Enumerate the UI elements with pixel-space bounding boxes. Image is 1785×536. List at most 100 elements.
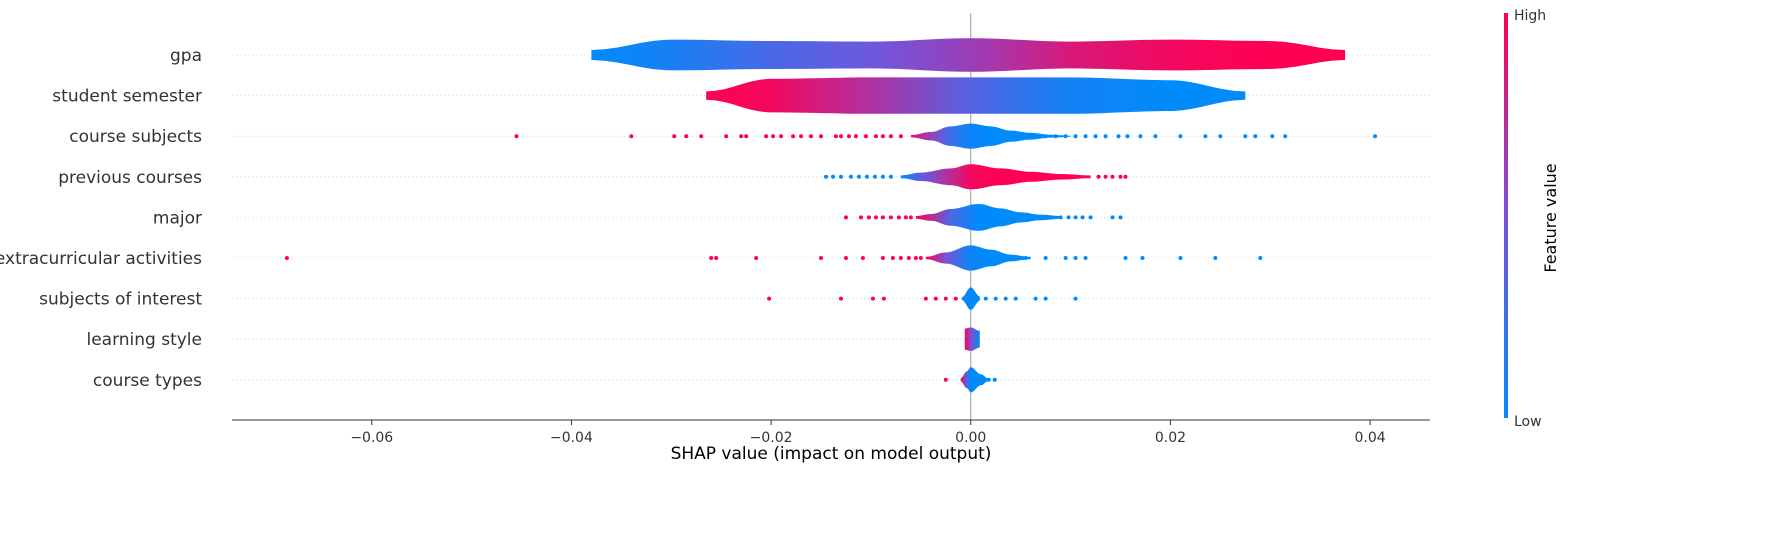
point-course-subjects-15 (833, 134, 838, 139)
feature-label-learning-style: learning style (86, 330, 202, 350)
point-major-1 (858, 215, 863, 220)
point-extracurricular-activities-16 (1073, 256, 1078, 260)
point-major-7 (903, 215, 908, 220)
point-course-subjects-9 (771, 134, 776, 139)
point-course-subjects-23 (898, 134, 903, 139)
point-course-subjects-33 (1138, 134, 1143, 139)
feature-label-extracurricular-activities: extracurricular activities (0, 249, 202, 269)
point-previous-courses-7 (880, 174, 885, 179)
x-ticks: −0.06 −0.04 −0.02 0.00 0.02 0.04 (350, 420, 1386, 446)
point-course-subjects-41 (1283, 134, 1288, 139)
point-major-14 (1110, 215, 1115, 220)
point-course-subjects-29 (1093, 134, 1098, 139)
point-course-subjects-13 (809, 134, 814, 139)
x-tick-label: 0.04 (1355, 430, 1386, 446)
point-extracurricular-activities-9 (898, 256, 903, 260)
point-extracurricular-activities-19 (1140, 256, 1145, 260)
point-major-15 (1118, 215, 1123, 220)
point-extracurricular-activities-21 (1213, 256, 1218, 260)
point-extracurricular-activities-4 (819, 256, 824, 260)
x-tick-label: 0.00 (955, 430, 986, 446)
point-course-subjects-6 (739, 134, 744, 139)
violin-course-types (960, 367, 989, 393)
point-course-subjects-17 (846, 134, 851, 139)
point-course-subjects-36 (1203, 134, 1208, 139)
point-subjects-of-interest-4 (923, 296, 928, 301)
point-previous-courses-9 (1096, 174, 1101, 179)
point-major-0 (843, 215, 848, 220)
point-extracurricular-activities-1 (709, 256, 714, 260)
point-major-11 (1073, 215, 1078, 220)
point-previous-courses-11 (1110, 174, 1115, 179)
point-major-10 (1066, 215, 1071, 220)
point-course-types-2 (992, 377, 997, 382)
violin-student-semester (706, 77, 1246, 114)
x-tick-label: 0.02 (1155, 430, 1186, 446)
point-course-subjects-32 (1125, 134, 1130, 139)
point-extracurricular-activities-13 (1023, 256, 1028, 260)
colorbar-low-label: Low (1514, 414, 1542, 430)
point-major-9 (1058, 215, 1063, 220)
point-course-subjects-26 (1063, 134, 1068, 139)
point-previous-courses-5 (864, 174, 869, 179)
point-extracurricular-activities-11 (913, 256, 918, 260)
colorbar-title: Feature value (1541, 163, 1560, 272)
violin-previous-courses (900, 164, 1091, 190)
point-course-types-1 (986, 377, 991, 382)
feature-label-previous-courses: previous courses (58, 168, 202, 188)
feature-label-subjects-of-interest: subjects of interest (39, 290, 202, 310)
feature-labels: gpa student semester course subjects previo… (0, 46, 202, 391)
point-subjects-of-interest-0 (767, 296, 772, 301)
point-course-subjects-14 (819, 134, 824, 139)
point-previous-courses-6 (872, 174, 877, 179)
points-layer (284, 134, 1378, 382)
point-previous-courses-10 (1103, 174, 1108, 179)
point-course-subjects-25 (1053, 134, 1058, 139)
x-axis: −0.06 −0.04 −0.02 0.00 0.02 0.04 SHAP value (… (232, 419, 1430, 464)
feature-label-course-subjects: course subjects (69, 127, 202, 147)
point-course-subjects-28 (1083, 134, 1088, 139)
point-major-8 (908, 215, 913, 220)
x-axis-title: SHAP value (impact on model output) (671, 444, 992, 464)
point-course-subjects-27 (1073, 134, 1078, 139)
point-extracurricular-activities-18 (1123, 256, 1128, 260)
violin-gpa (591, 38, 1346, 72)
point-previous-courses-1 (830, 174, 835, 179)
x-tick-label: −0.02 (750, 430, 793, 446)
point-major-3 (873, 215, 878, 220)
violin-course-subjects (910, 123, 1071, 149)
point-course-subjects-31 (1116, 134, 1121, 139)
point-previous-courses-13 (1123, 174, 1128, 179)
feature-label-major: major (153, 208, 202, 228)
point-subjects-of-interest-11 (1013, 296, 1018, 301)
point-course-subjects-7 (744, 134, 749, 139)
feature-label-student-semester: student semester (52, 87, 202, 107)
point-course-subjects-11 (791, 134, 796, 139)
point-extracurricular-activities-6 (860, 256, 865, 260)
point-course-subjects-38 (1243, 134, 1248, 139)
point-course-subjects-39 (1253, 134, 1258, 139)
point-extracurricular-activities-8 (890, 256, 895, 260)
violin-layer (591, 38, 1346, 393)
point-major-5 (888, 215, 893, 220)
point-course-subjects-19 (863, 134, 868, 139)
point-subjects-of-interest-13 (1043, 296, 1048, 301)
violin-extracurricular-activities (925, 245, 1031, 271)
point-course-subjects-12 (799, 134, 804, 139)
point-course-subjects-34 (1153, 134, 1158, 139)
point-subjects-of-interest-6 (943, 296, 948, 301)
point-extracurricular-activities-0 (284, 256, 289, 260)
point-course-subjects-18 (853, 134, 858, 139)
point-extracurricular-activities-14 (1043, 256, 1048, 260)
point-extracurricular-activities-2 (714, 256, 719, 260)
point-course-subjects-0 (514, 134, 519, 139)
colorbar: High Low Feature value (1504, 8, 1560, 430)
point-previous-courses-4 (856, 174, 861, 179)
point-subjects-of-interest-2 (870, 296, 875, 301)
point-extracurricular-activities-10 (906, 256, 911, 260)
point-extracurricular-activities-7 (880, 256, 885, 260)
point-course-subjects-30 (1103, 134, 1108, 139)
point-extracurricular-activities-20 (1178, 256, 1183, 260)
point-previous-courses-8 (888, 174, 893, 179)
